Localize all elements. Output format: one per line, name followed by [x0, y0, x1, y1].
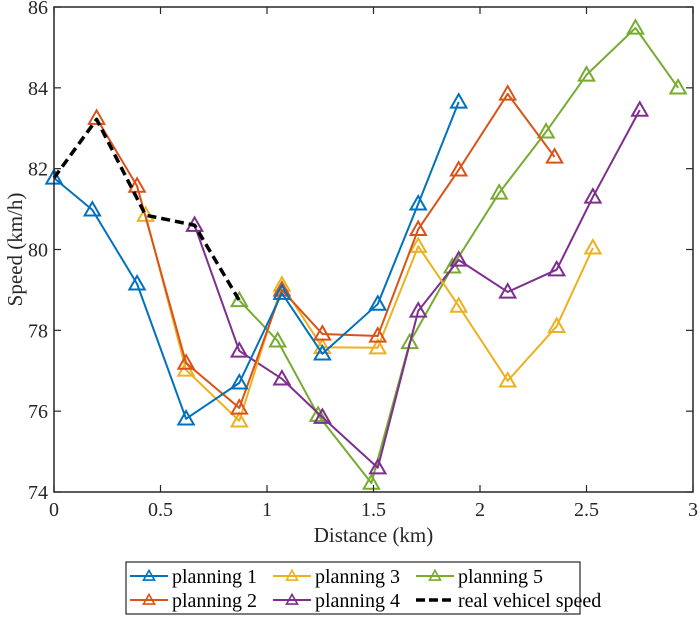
legend-marker [142, 568, 156, 581]
data-point [626, 18, 645, 35]
data-point [583, 187, 603, 204]
data-point [498, 371, 518, 388]
legend-marker [285, 592, 299, 605]
data-point [368, 326, 388, 343]
series-planning-4 [185, 100, 650, 475]
series-line [52, 117, 241, 302]
x-tick-label: 3 [688, 499, 698, 521]
x-axis-ticks: 0 0.5 1 1.5 2 2.5 3 [49, 7, 698, 521]
legend-item: planning 4 [273, 590, 400, 612]
series-real-vehicel-speed [52, 117, 241, 302]
axes: 0 0.5 1 1.5 2 2.5 3 74 76 78 80 82 84 86 Distance (k… [3, 0, 698, 547]
series-planning-3 [136, 205, 603, 428]
legend-label: planning 4 [315, 590, 400, 612]
data-point [547, 316, 567, 333]
data-point [87, 108, 107, 125]
data-point [272, 283, 292, 300]
y-tick-label: 84 [28, 78, 48, 100]
legend-label: planning 2 [172, 590, 257, 612]
data-point [449, 250, 469, 267]
data-point [408, 194, 428, 211]
data-point [308, 405, 328, 422]
series-line [193, 109, 641, 469]
x-tick-label: 1.5 [361, 499, 386, 521]
data-point [368, 294, 388, 311]
legend-item: real vehicel speed [416, 590, 601, 612]
data-point [361, 473, 381, 490]
legend-marker [428, 568, 442, 581]
y-tick-label: 74 [28, 482, 48, 504]
x-tick-label: 0 [49, 499, 59, 521]
data-point [400, 332, 420, 350]
data-point [229, 411, 249, 428]
data-point [368, 337, 388, 355]
data-point [176, 353, 196, 370]
x-tick-label: 2 [475, 499, 485, 521]
data-point [408, 301, 428, 318]
data-point [312, 343, 332, 361]
data-point [312, 324, 332, 341]
data-point [127, 274, 147, 291]
y-tick-label: 80 [28, 240, 48, 262]
y-tick-label: 82 [28, 159, 48, 181]
data-point [577, 65, 596, 82]
data-point [498, 282, 518, 299]
data-point [545, 147, 564, 164]
legend: planning 1 planning 3 planning 5 planning 2… [125, 561, 601, 615]
x-tick-label: 0.5 [148, 499, 173, 521]
data-point [229, 341, 249, 358]
x-axis-title: Distance (km) [314, 523, 434, 547]
data-point [272, 280, 292, 297]
data-point [630, 100, 650, 117]
legend-item: planning 5 [416, 566, 543, 588]
data-point [449, 160, 469, 177]
data-point [408, 219, 428, 236]
legend-marker [285, 568, 299, 581]
series-planning-2 [87, 84, 564, 415]
x-tick-label: 2.5 [574, 499, 599, 521]
legend-label: planning 5 [458, 566, 543, 588]
data-point [268, 331, 288, 348]
legend-label: real vehicel speed [458, 590, 601, 612]
data-point [82, 200, 102, 217]
series-planning-1 [44, 92, 469, 426]
data-point [127, 176, 147, 193]
data-point [408, 236, 428, 253]
series-line [53, 101, 460, 420]
data-point [449, 296, 469, 313]
data-point [229, 290, 249, 308]
data-point [498, 84, 518, 101]
data-point [536, 122, 556, 139]
legend-label: planning 1 [172, 566, 257, 588]
data-point [312, 407, 332, 424]
data-point [176, 409, 196, 426]
y-axis-ticks: 74 76 78 80 82 84 86 [28, 0, 693, 504]
legend-item: planning 1 [130, 566, 257, 588]
data-point [583, 238, 603, 255]
legend-item: planning 2 [130, 590, 257, 612]
y-tick-label: 78 [28, 320, 48, 342]
x-tick-label: 1 [262, 499, 272, 521]
data-point [449, 92, 469, 109]
legend-label: planning 3 [315, 566, 400, 588]
series-line [95, 92, 556, 409]
data-point [229, 398, 249, 415]
y-axis-title: Speed (km/h) [3, 193, 27, 307]
data-point [229, 373, 249, 390]
legend-marker [142, 592, 156, 605]
data-point [668, 78, 688, 95]
data-point [136, 205, 156, 222]
series-line [144, 214, 594, 422]
series-layer [44, 18, 688, 490]
legend-item: planning 3 [273, 566, 400, 588]
data-point [368, 457, 388, 475]
y-tick-label: 76 [28, 401, 48, 423]
y-tick-label: 86 [28, 0, 48, 19]
data-point [272, 369, 292, 386]
data-point [547, 259, 567, 277]
legend-box [125, 561, 581, 615]
data-point [489, 183, 509, 200]
